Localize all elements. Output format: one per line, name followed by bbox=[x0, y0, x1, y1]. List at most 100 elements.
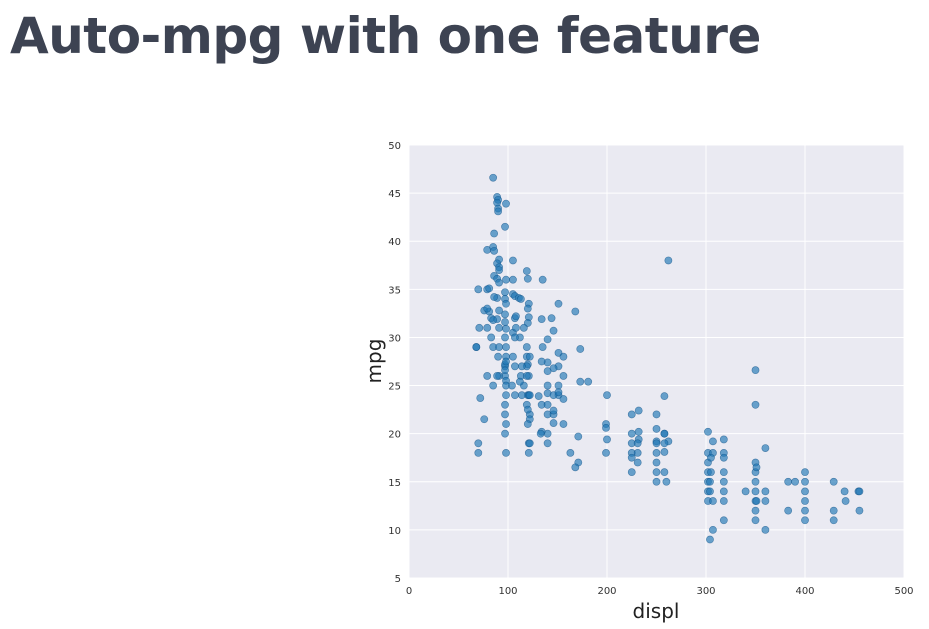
data-point bbox=[784, 477, 793, 486]
data-point bbox=[502, 420, 510, 428]
y-tick-label: 5 bbox=[395, 574, 401, 585]
data-point bbox=[537, 357, 546, 366]
x-tick-label: 300 bbox=[696, 586, 715, 597]
data-point bbox=[522, 267, 531, 275]
data-point bbox=[602, 449, 610, 457]
data-point bbox=[801, 516, 809, 525]
data-point bbox=[490, 246, 499, 255]
data-point bbox=[483, 372, 492, 380]
data-point bbox=[602, 423, 610, 432]
data-point bbox=[801, 477, 809, 486]
data-point bbox=[706, 487, 714, 496]
data-point bbox=[525, 352, 534, 361]
data-point bbox=[719, 468, 728, 477]
data-point bbox=[576, 377, 585, 386]
data-point bbox=[538, 275, 547, 284]
data-point bbox=[634, 406, 643, 415]
data-point bbox=[543, 367, 552, 376]
data-point bbox=[709, 497, 717, 505]
data-point bbox=[543, 335, 552, 344]
data-point bbox=[634, 427, 643, 436]
data-point bbox=[751, 506, 760, 515]
data-point bbox=[502, 299, 510, 308]
data-point bbox=[537, 315, 546, 324]
data-point bbox=[495, 278, 503, 287]
data-point bbox=[487, 333, 496, 342]
data-point bbox=[509, 352, 517, 361]
data-point bbox=[829, 477, 838, 486]
data-point bbox=[761, 444, 770, 452]
data-point bbox=[664, 256, 673, 265]
data-point bbox=[475, 323, 484, 332]
data-point bbox=[633, 449, 642, 457]
data-point bbox=[501, 400, 509, 409]
data-point bbox=[801, 468, 809, 477]
data-point bbox=[652, 458, 661, 467]
data-point bbox=[574, 432, 583, 441]
data-point bbox=[511, 333, 519, 342]
data-point bbox=[495, 306, 503, 315]
data-point bbox=[719, 487, 728, 496]
data-point bbox=[543, 381, 552, 390]
data-point bbox=[522, 343, 531, 351]
data-point bbox=[719, 477, 728, 486]
y-tick-label: 40 bbox=[388, 237, 401, 248]
data-point bbox=[490, 293, 499, 301]
data-point bbox=[480, 415, 489, 424]
data-point bbox=[761, 497, 770, 505]
data-point bbox=[801, 487, 809, 496]
data-point bbox=[489, 316, 498, 325]
data-point bbox=[494, 352, 502, 361]
x-tick-label: 500 bbox=[894, 586, 913, 597]
data-point bbox=[652, 477, 661, 486]
data-point bbox=[554, 388, 563, 397]
x-tick-label: 400 bbox=[795, 586, 814, 597]
data-point bbox=[495, 323, 503, 332]
data-point bbox=[707, 453, 715, 462]
data-point bbox=[571, 463, 580, 472]
data-point bbox=[719, 453, 728, 462]
data-point bbox=[474, 285, 483, 294]
data-point bbox=[840, 487, 849, 496]
data-point bbox=[554, 299, 563, 308]
data-point bbox=[709, 437, 717, 446]
data-point bbox=[584, 377, 593, 386]
data-point bbox=[559, 352, 568, 361]
data-point bbox=[522, 372, 531, 380]
data-point bbox=[502, 343, 510, 351]
data-point bbox=[515, 377, 524, 386]
data-point bbox=[524, 449, 533, 457]
data-point bbox=[662, 477, 671, 486]
data-point bbox=[709, 525, 717, 534]
y-tick-label: 35 bbox=[388, 285, 401, 296]
data-point bbox=[549, 326, 558, 335]
data-point bbox=[474, 449, 483, 457]
data-point bbox=[801, 497, 809, 505]
x-axis-label: displ bbox=[633, 599, 680, 623]
data-point bbox=[493, 372, 502, 380]
data-point bbox=[511, 391, 519, 400]
y-tick-label: 25 bbox=[388, 382, 401, 393]
data-point bbox=[523, 304, 532, 313]
data-point bbox=[719, 497, 728, 505]
data-point bbox=[704, 427, 712, 436]
data-point bbox=[829, 516, 838, 525]
data-point bbox=[502, 199, 510, 208]
data-point bbox=[549, 406, 558, 415]
data-point bbox=[660, 439, 669, 448]
data-point bbox=[509, 275, 517, 284]
data-point bbox=[627, 468, 636, 477]
data-point bbox=[571, 307, 580, 316]
data-point bbox=[536, 429, 545, 438]
data-point bbox=[489, 173, 498, 182]
data-points bbox=[472, 173, 864, 544]
data-point bbox=[511, 362, 519, 371]
data-point bbox=[508, 381, 516, 390]
data-point bbox=[719, 516, 728, 525]
grid-lines bbox=[408, 144, 905, 579]
data-point bbox=[523, 420, 532, 428]
data-point bbox=[791, 477, 799, 486]
data-point bbox=[752, 463, 761, 472]
